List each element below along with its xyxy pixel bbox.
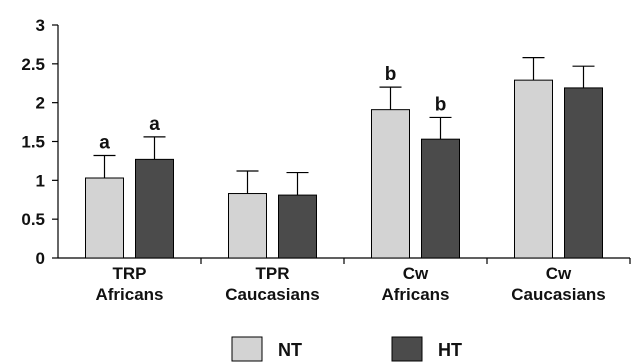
bar-ht [421, 138, 460, 259]
bar-ht [564, 87, 603, 259]
bar-ht [278, 194, 317, 259]
y-tick-label: 1 [36, 171, 45, 190]
legend: NT HT [231, 336, 462, 362]
labels: 0 0.5 1 1.5 2 2.5 3 a a TRP Africans TPR Caucasians b… [21, 16, 605, 304]
x-category-label: TPR [256, 264, 290, 283]
significance-label: a [149, 114, 160, 135]
x-category-label: TRP [113, 264, 147, 283]
x-category-label: Cw [546, 264, 572, 283]
y-tick-label: 0 [36, 249, 45, 268]
bar-nt [371, 109, 410, 259]
significance-label: b [435, 94, 447, 115]
y-tick-label: 2 [36, 94, 45, 113]
bar-nt [85, 177, 124, 259]
y-tick-label: 3 [36, 16, 45, 35]
x-category-label: Africans [381, 285, 449, 304]
y-tick-label: 2.5 [21, 55, 45, 74]
legend-label-nt: NT [278, 340, 302, 360]
bars [85, 57, 603, 259]
x-category-label: Caucasians [511, 285, 606, 304]
legend-swatch-ht [391, 336, 423, 362]
y-tick-label: 0.5 [21, 210, 45, 229]
x-category-label: Cw [403, 264, 429, 283]
bar-nt [514, 79, 553, 259]
significance-label: a [99, 132, 110, 153]
x-category-label: Africans [95, 285, 163, 304]
bar-ht [135, 158, 174, 259]
legend-swatch-nt [231, 336, 263, 362]
significance-label: b [385, 64, 397, 85]
x-category-label: Caucasians [225, 285, 320, 304]
legend-label-ht: HT [438, 340, 462, 360]
bar-nt [228, 193, 267, 259]
y-tick-label: 1.5 [21, 133, 45, 152]
